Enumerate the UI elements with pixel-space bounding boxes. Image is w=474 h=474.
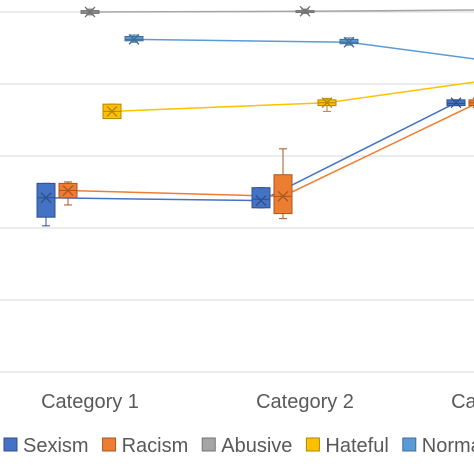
legend-swatch [102,437,117,452]
box-abusive-1 [80,6,100,18]
box-racism-2 [273,148,293,220]
mean-marker [62,185,74,197]
box-body [273,174,293,215]
legend-label: Hateful [325,435,388,457]
legend-item-racism: Racism [102,435,189,457]
legend-swatch [3,437,18,452]
legend-swatch [305,437,320,452]
x-tick-label-1: Category 1 [41,391,139,413]
boxes [36,5,474,227]
legend-label: Abusive [221,435,292,457]
x-tick-label-2: Category 2 [256,391,354,413]
mean-marker [450,97,462,109]
legend-label: Racism [122,435,189,457]
x-axis-tick-labels: Category 1 Category 2 Category 3 [41,391,474,413]
box-sexism-2 [251,187,271,209]
mean-line-racism [67,103,474,198]
box-racism-1 [58,181,78,206]
x-tick-label-3: Category 3 [451,391,474,413]
legend-item-sexism: Sexism [3,435,89,457]
box-sexism-1 [36,182,56,227]
mean-line-hateful [111,81,474,113]
legend-item-abusive: Abusive [201,435,292,457]
mean-marker [343,36,355,48]
box-racism-3 [468,97,474,109]
mean-marker [84,6,96,18]
box-normal-2 [339,36,359,48]
legend: Sexism Racism Abusive Hateful Normal [3,435,474,457]
box-hateful-2 [317,97,337,112]
mean-marker [321,97,333,109]
box-hateful-1 [102,103,122,120]
legend-label: Normal [422,435,474,457]
legend-swatch [201,437,216,452]
box-normal-1 [124,33,144,45]
legend-label: Sexism [23,435,89,457]
box-body [251,187,271,209]
mean-marker [106,105,118,117]
mean-line-normal [133,38,474,60]
legend-swatch [402,437,417,452]
mean-marker [128,33,140,45]
box-sexism-3 [446,97,466,109]
mean-marker [277,190,289,202]
box-abusive-2 [295,5,315,17]
legend-item-normal: Normal [402,435,474,457]
box-body [36,182,56,218]
mean-marker [255,195,267,207]
mean-marker [299,5,311,17]
legend-item-hateful: Hateful [305,435,389,457]
mean-marker [40,192,52,204]
